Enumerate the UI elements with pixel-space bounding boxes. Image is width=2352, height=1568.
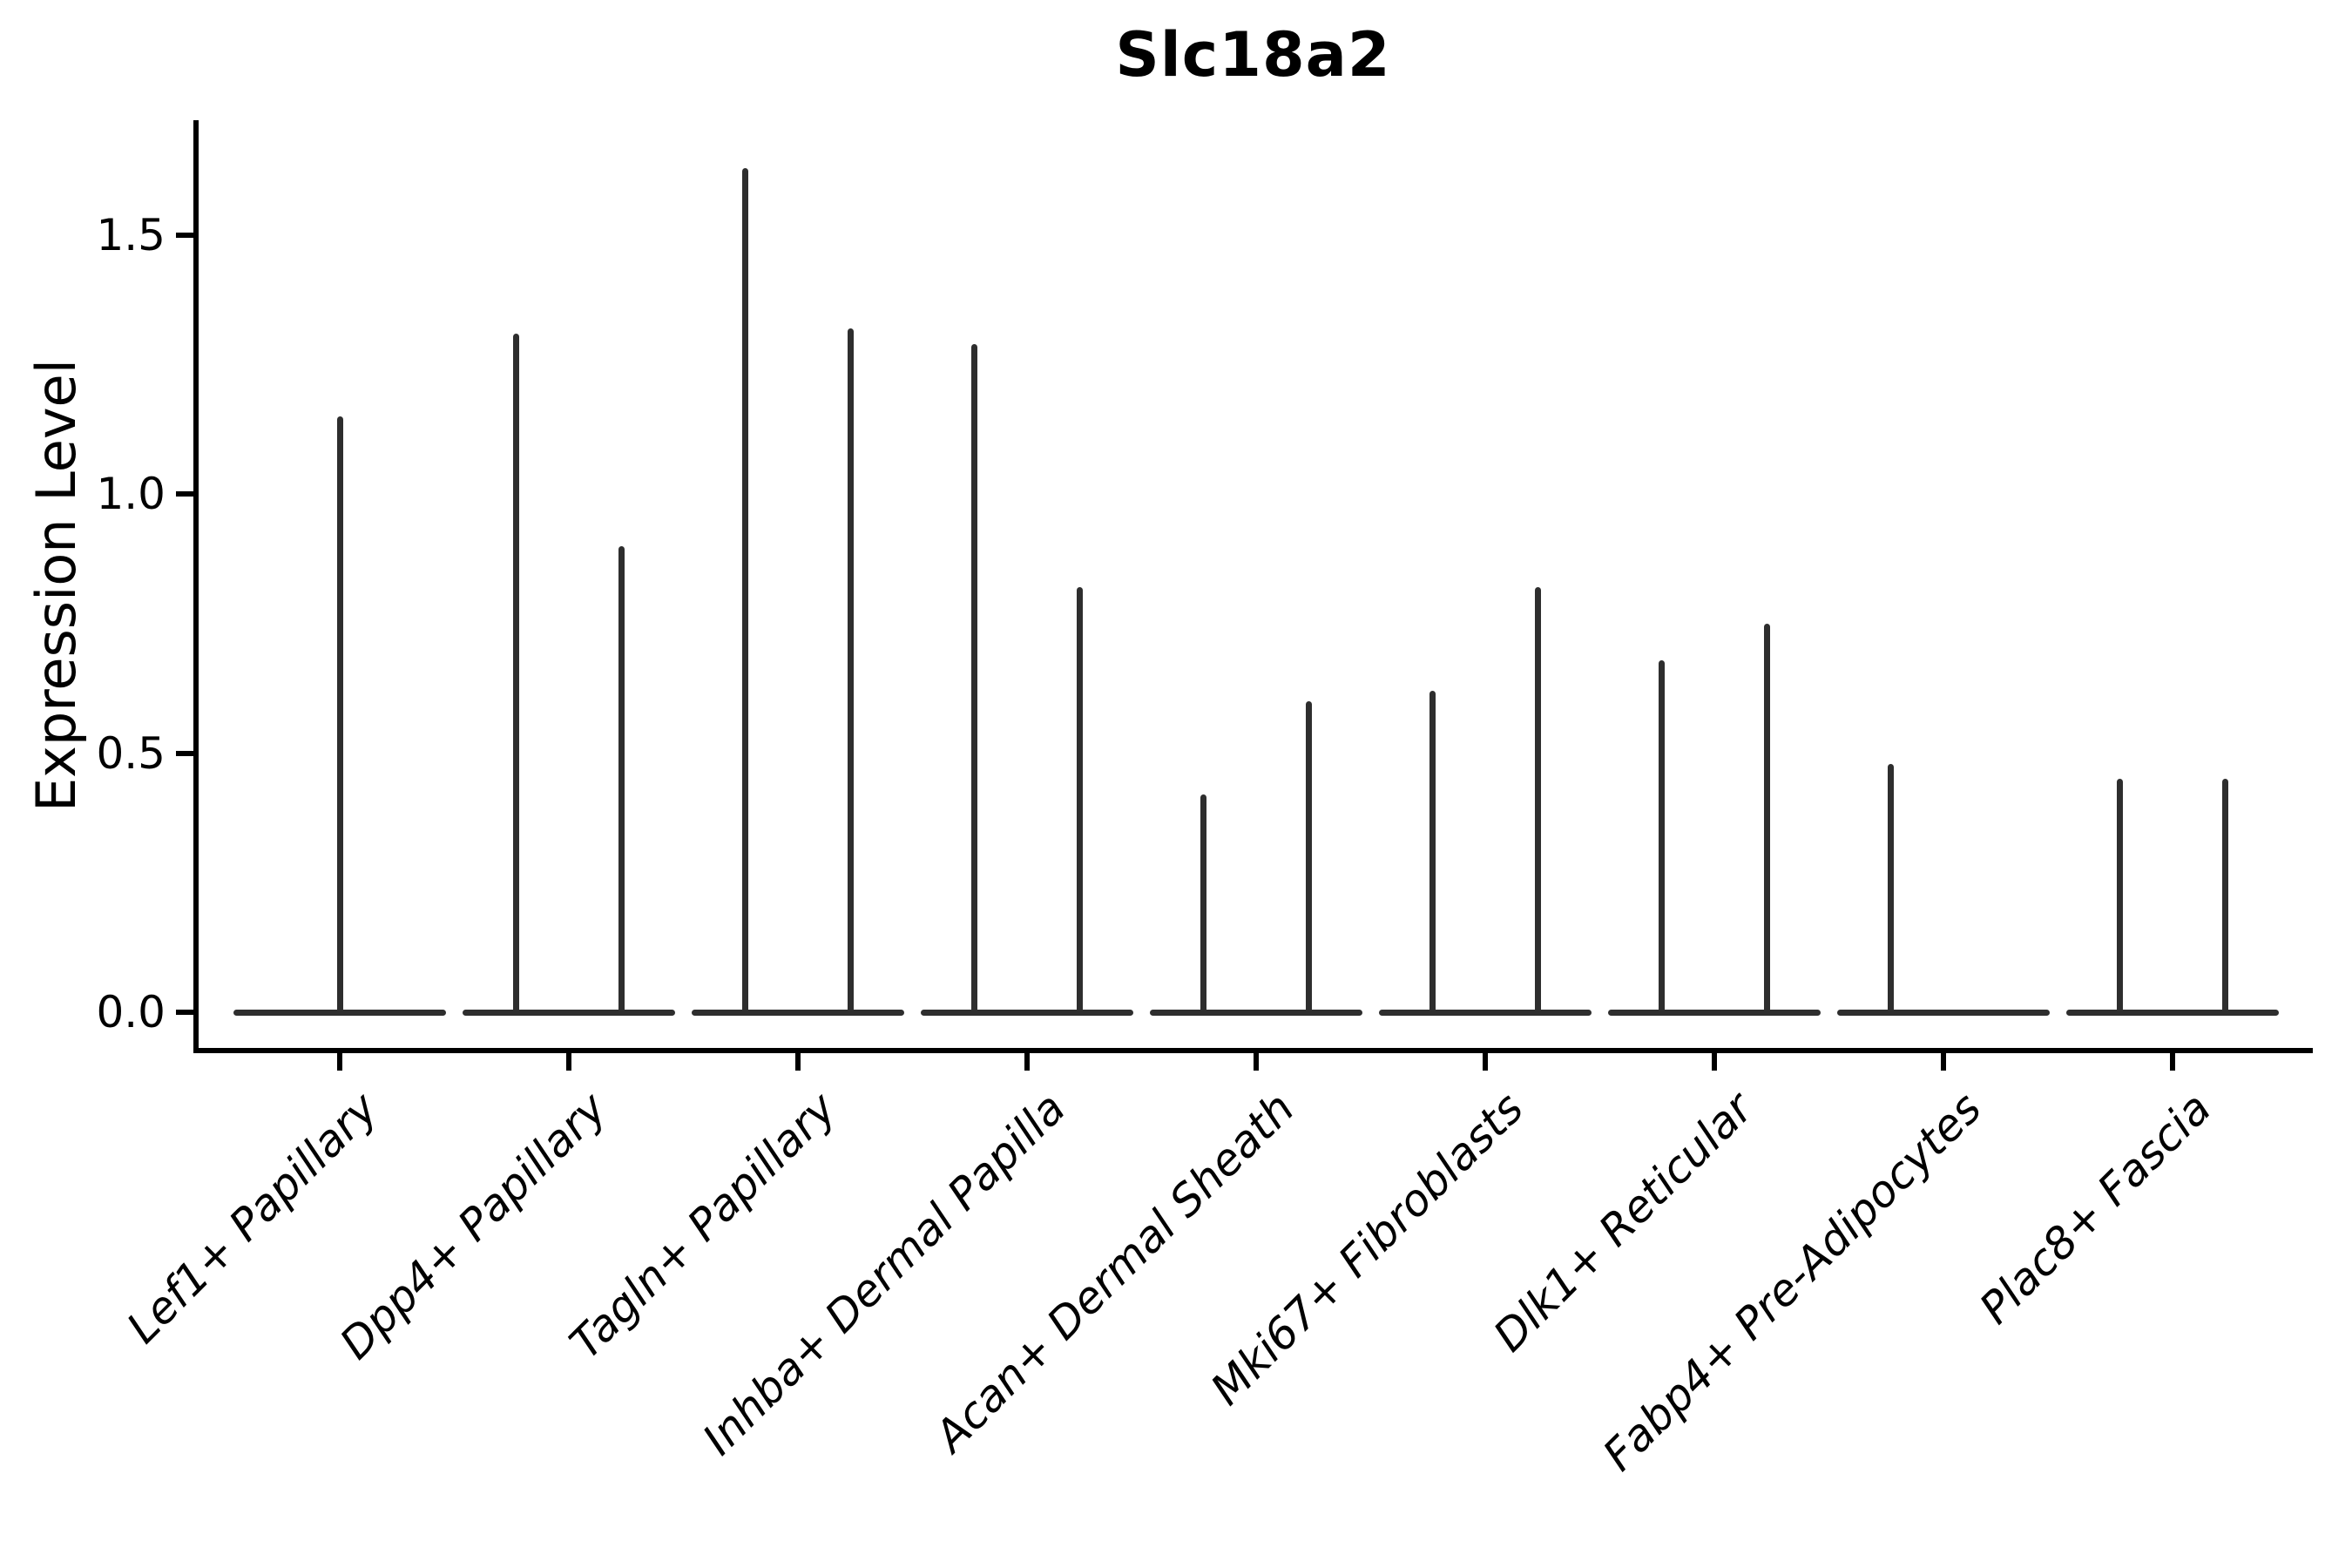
- violin-spike: [2117, 779, 2123, 1015]
- violin-spike: [336, 416, 343, 1015]
- violin-spike: [1306, 701, 1312, 1015]
- x-axis-spine: [193, 1048, 2313, 1053]
- violin-baseline: [1150, 1009, 1362, 1016]
- violin-baseline: [1837, 1009, 2050, 1016]
- x-tick: [566, 1053, 571, 1071]
- violin-spike: [742, 167, 748, 1015]
- x-tick-label: Plac8+ Fascia: [1970, 1083, 2221, 1334]
- x-tick-label: Inhba+ Dermal Papilla: [693, 1083, 1076, 1465]
- violin-spike: [1200, 794, 1206, 1015]
- x-tick-label: Lef1+ Papillary: [117, 1083, 389, 1354]
- x-tick: [1483, 1053, 1488, 1071]
- violin-spike: [1429, 691, 1436, 1015]
- violin-spike: [2222, 779, 2228, 1015]
- violin-spike: [1077, 587, 1083, 1015]
- y-tick: [176, 750, 193, 756]
- violin-spike: [1764, 623, 1770, 1015]
- x-tick: [337, 1053, 342, 1071]
- y-tick: [176, 1010, 193, 1015]
- x-tick: [1712, 1053, 1717, 1071]
- y-axis-spine: [193, 120, 199, 1053]
- y-tick-label: 0.5: [96, 727, 166, 779]
- violin-spike: [1888, 763, 1894, 1015]
- y-tick: [176, 232, 193, 238]
- x-tick: [795, 1053, 801, 1071]
- x-tick: [2170, 1053, 2175, 1071]
- y-tick-label: 1.0: [96, 469, 166, 520]
- y-tick: [176, 491, 193, 497]
- y-tick-label: 1.5: [96, 209, 166, 260]
- x-tick: [1941, 1053, 1946, 1071]
- x-tick: [1254, 1053, 1259, 1071]
- violin-spike: [513, 333, 519, 1015]
- violin-spike: [848, 328, 854, 1015]
- violin-spike: [1535, 587, 1541, 1015]
- violin-spike: [971, 343, 977, 1015]
- x-tick: [1024, 1053, 1030, 1071]
- violin-baseline: [1379, 1009, 1592, 1016]
- violin-baseline: [1608, 1009, 1821, 1016]
- violin-baseline: [2066, 1009, 2279, 1016]
- violin-baseline: [921, 1009, 1133, 1016]
- violin-spike: [1659, 659, 1665, 1015]
- violin-baseline: [692, 1009, 904, 1016]
- y-tick-label: 0.0: [96, 987, 166, 1037]
- violin-baseline: [463, 1009, 675, 1016]
- x-tick-label: Fabp4+ Pre-Adipocytes: [1593, 1083, 1992, 1481]
- violin-spike: [618, 545, 625, 1015]
- chart-title: Slc18a2: [1115, 19, 1391, 91]
